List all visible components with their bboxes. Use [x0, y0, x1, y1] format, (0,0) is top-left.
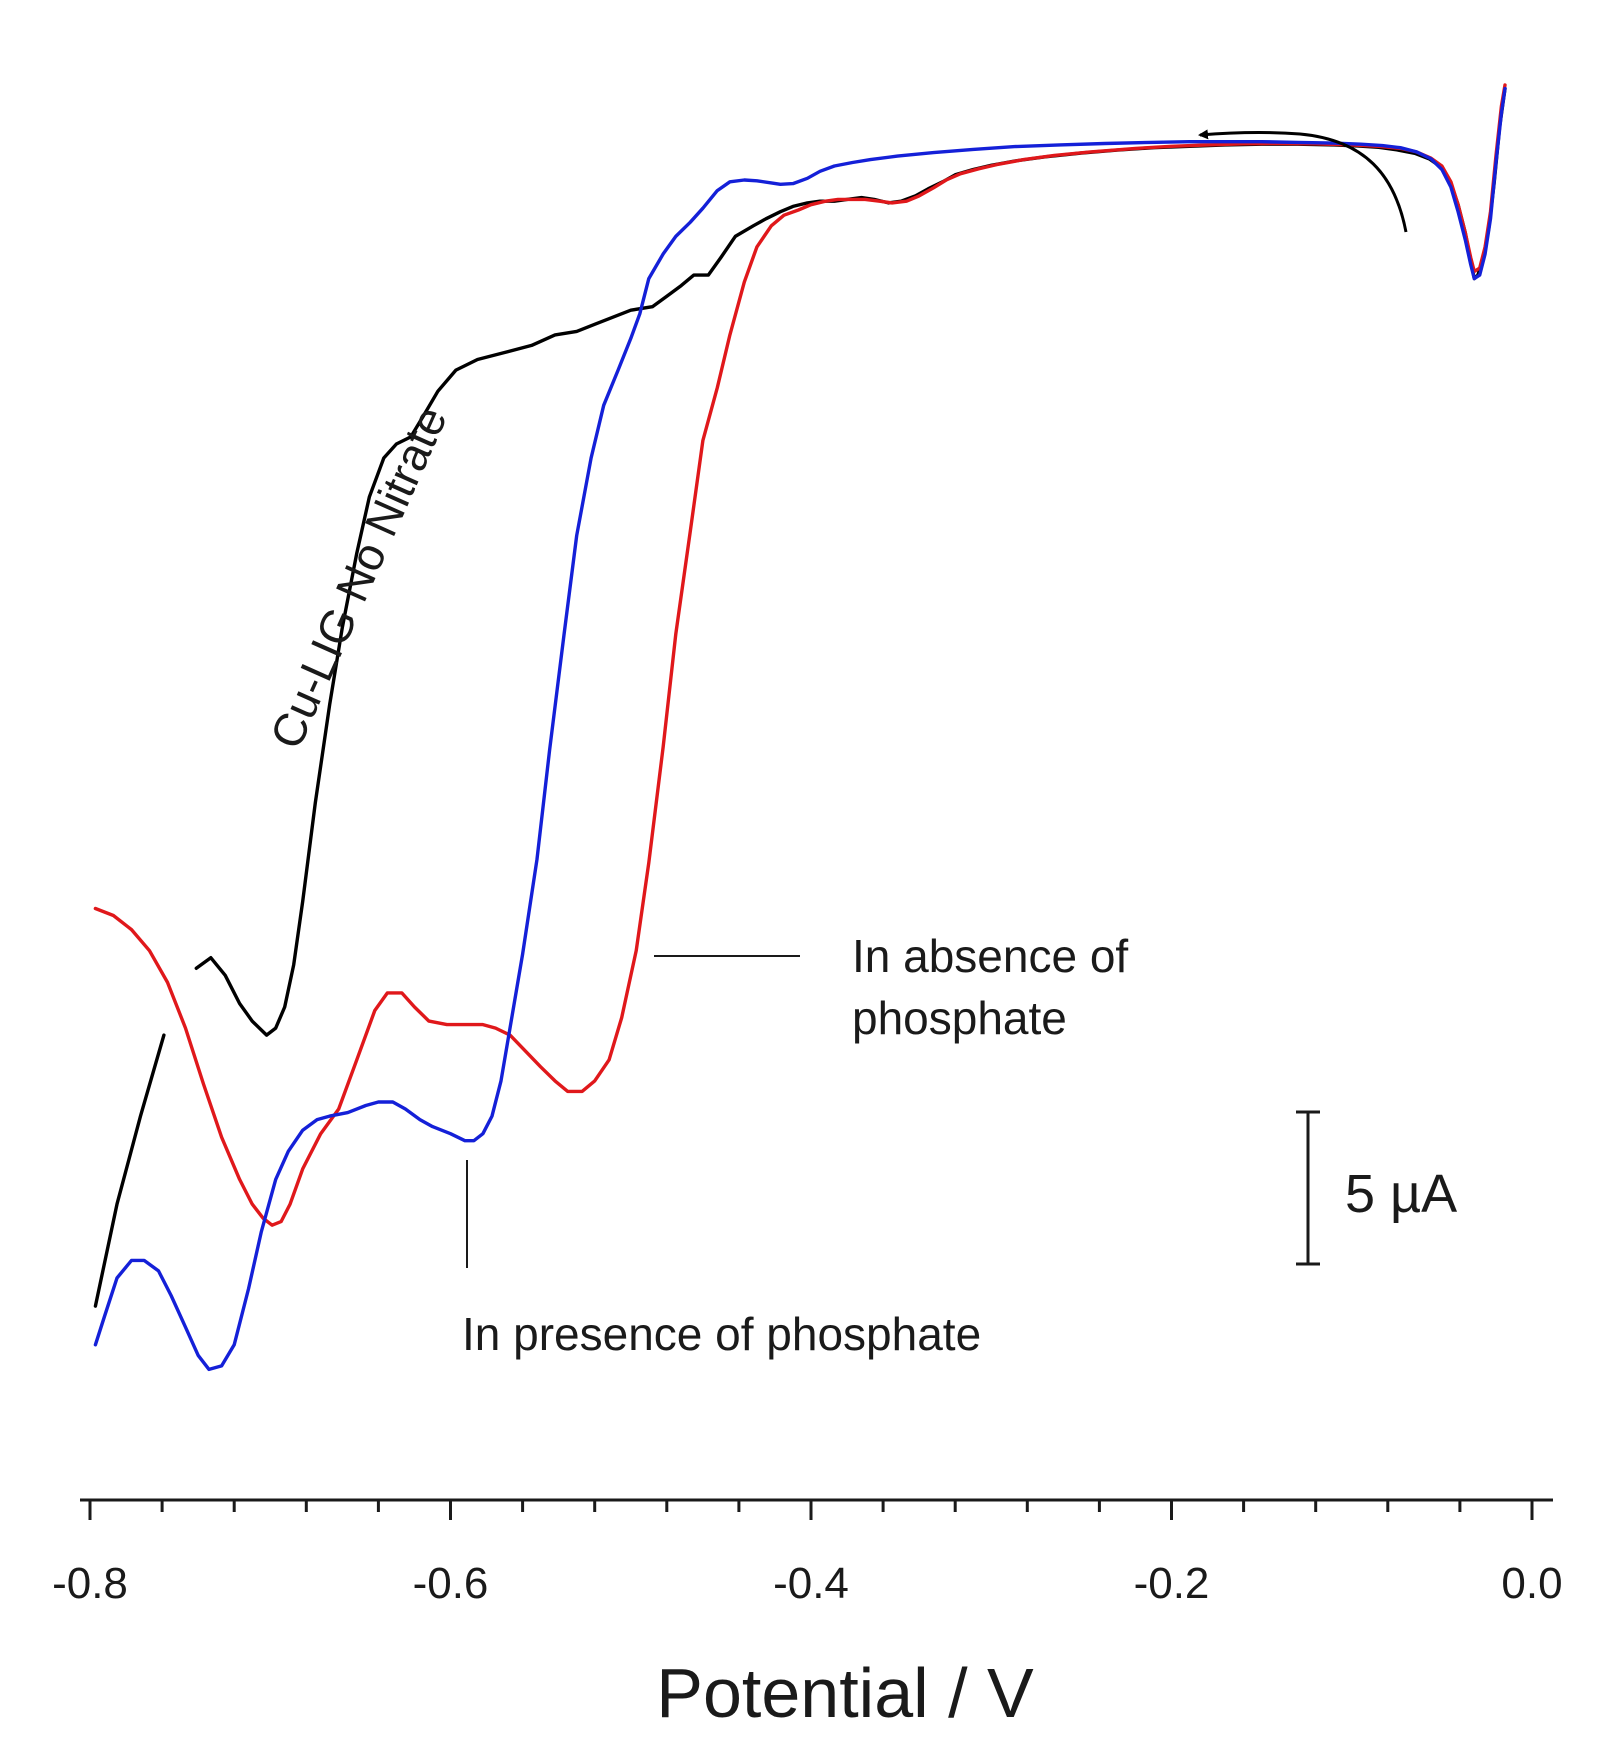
x-axis-title: Potential / V	[656, 1654, 1034, 1732]
x-axis-tick-labels: -0.8 -0.6 -0.4 -0.2 0.0	[52, 1559, 1563, 1608]
sweep-direction-arrow-icon	[1198, 129, 1408, 233]
absence-label-line-2: phosphate	[852, 992, 1067, 1044]
x-tick-label: -0.4	[773, 1559, 849, 1608]
x-tick-label: -0.8	[52, 1559, 128, 1608]
x-tick-label: 0.0	[1501, 1559, 1562, 1608]
curve-label-no-nitrate: Cu-LIG No Nitrate	[260, 399, 457, 756]
series-line-3	[93, 86, 1507, 1372]
absence-label-line-1: In absence of	[852, 930, 1128, 982]
series-line-0	[194, 86, 1507, 1037]
scale-bar-label: 5 µA	[1345, 1164, 1457, 1224]
presence-label: In presence of phosphate	[462, 1308, 981, 1360]
x-tick-label: -0.6	[413, 1559, 489, 1608]
x-axis-ticks	[88, 1500, 1534, 1520]
scale-bar	[1296, 1110, 1320, 1266]
series-line-1	[93, 1033, 166, 1308]
data-series-group	[93, 83, 1507, 1372]
x-tick-label: -0.2	[1134, 1559, 1210, 1608]
